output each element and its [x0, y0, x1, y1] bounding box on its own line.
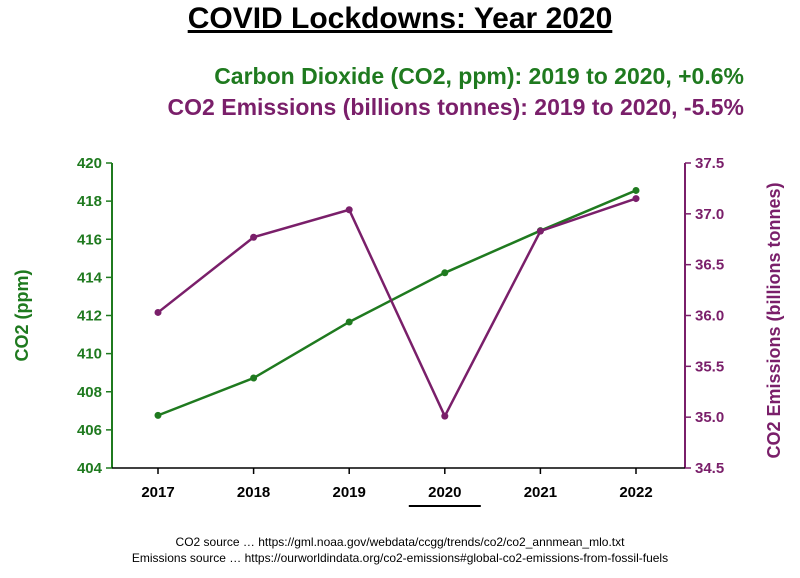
right-tick-label: 35.5	[695, 358, 724, 375]
co2-series-line	[157, 189, 637, 417]
left-tick-label: 416	[77, 231, 102, 248]
co2-source-note: CO2 source … https://gml.noaa.gov/webdat…	[175, 535, 625, 549]
x-tick-label: 2022	[619, 484, 652, 501]
subtitle-co2: Carbon Dioxide (CO2, ppm): 2019 to 2020,…	[214, 63, 744, 89]
left-axis-label: CO2 (ppm)	[12, 269, 32, 361]
emissions-series-line	[157, 197, 637, 419]
co2-data-point	[632, 186, 640, 194]
emissions-data-point	[441, 412, 449, 420]
emissions-data-point	[632, 195, 640, 203]
right-tick-label: 35.0	[695, 409, 724, 426]
right-tick-label: 34.5	[695, 460, 724, 477]
left-tick-label: 404	[77, 460, 103, 477]
emissions-data-point	[345, 206, 353, 214]
x-tick-label: 2018	[237, 484, 270, 501]
chart-title: COVID Lockdowns: Year 2020	[187, 2, 613, 35]
right-axis-label: CO2 Emissions (billions tonnes)	[764, 182, 784, 458]
right-tick-label: 36.0	[695, 308, 724, 325]
co2-data-point	[441, 269, 449, 277]
right-tick-label: 36.5	[695, 257, 724, 274]
co2-data-point	[345, 318, 353, 326]
left-tick-label: 406	[77, 422, 102, 439]
left-tick-label: 408	[77, 384, 102, 401]
x-tick-label: 2019	[333, 484, 366, 501]
emissions-data-point	[154, 308, 162, 316]
x-tick-label: 2017	[141, 484, 174, 501]
subtitle-emissions: CO2 Emissions (billions tonnes): 2019 to…	[167, 94, 744, 120]
left-tick-label: 414	[77, 269, 103, 286]
co2-data-point	[250, 374, 258, 382]
emissions-data-point	[250, 233, 258, 241]
emissions-data-point	[536, 227, 544, 235]
right-tick-label: 37.0	[695, 206, 724, 223]
right-tick-label: 37.5	[695, 155, 724, 172]
x-tick-label: 2020	[428, 484, 461, 501]
left-tick-label: 410	[77, 346, 102, 363]
co2-data-point	[154, 411, 162, 419]
left-tick-label: 420	[77, 155, 102, 172]
emissions-source-note: Emissions source … https://ourworldindat…	[131, 551, 669, 565]
left-tick-label: 418	[77, 193, 102, 210]
x-tick-label: 2021	[524, 484, 557, 501]
left-tick-label: 412	[77, 308, 102, 325]
